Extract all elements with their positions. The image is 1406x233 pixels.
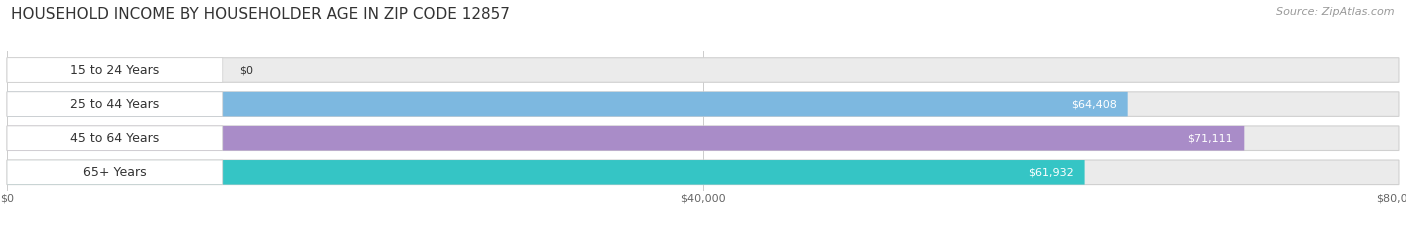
Text: HOUSEHOLD INCOME BY HOUSEHOLDER AGE IN ZIP CODE 12857: HOUSEHOLD INCOME BY HOUSEHOLDER AGE IN Z…	[11, 7, 510, 22]
FancyBboxPatch shape	[7, 160, 1084, 185]
Text: $71,111: $71,111	[1188, 133, 1233, 143]
FancyBboxPatch shape	[7, 160, 222, 185]
FancyBboxPatch shape	[7, 126, 222, 151]
FancyBboxPatch shape	[7, 92, 222, 116]
FancyBboxPatch shape	[7, 126, 1399, 151]
Text: Source: ZipAtlas.com: Source: ZipAtlas.com	[1277, 7, 1395, 17]
FancyBboxPatch shape	[7, 58, 1399, 82]
Text: 15 to 24 Years: 15 to 24 Years	[70, 64, 159, 76]
FancyBboxPatch shape	[7, 126, 1244, 151]
FancyBboxPatch shape	[7, 160, 1399, 185]
Text: 25 to 44 Years: 25 to 44 Years	[70, 98, 159, 111]
Text: 65+ Years: 65+ Years	[83, 166, 146, 179]
Text: $61,932: $61,932	[1028, 167, 1073, 177]
Text: $64,408: $64,408	[1071, 99, 1116, 109]
Text: $0: $0	[239, 65, 253, 75]
FancyBboxPatch shape	[7, 92, 1128, 116]
FancyBboxPatch shape	[7, 58, 222, 82]
FancyBboxPatch shape	[7, 92, 1399, 116]
Text: 45 to 64 Years: 45 to 64 Years	[70, 132, 159, 145]
